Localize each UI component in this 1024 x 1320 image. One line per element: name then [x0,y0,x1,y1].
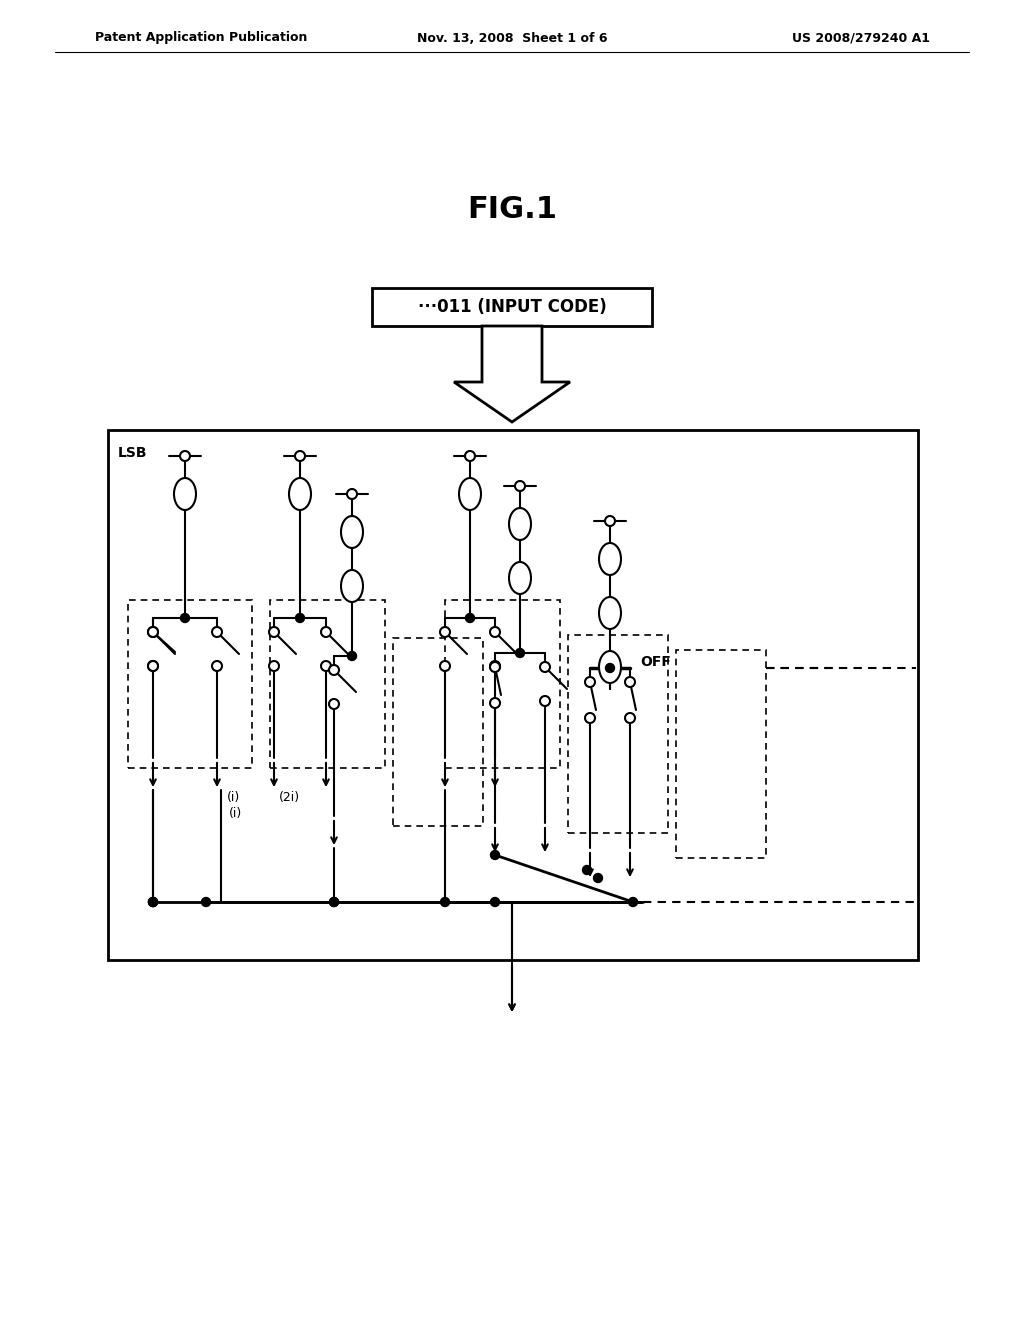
Circle shape [605,664,614,672]
Circle shape [329,700,339,709]
Text: LSB: LSB [118,446,147,459]
Circle shape [180,614,189,623]
Circle shape [540,663,550,672]
Text: (2i): (2i) [279,792,300,804]
Text: Patent Application Publication: Patent Application Publication [95,32,307,45]
Circle shape [490,698,500,708]
Circle shape [594,874,602,883]
Ellipse shape [599,543,621,576]
Circle shape [180,451,190,461]
Circle shape [583,866,592,874]
Circle shape [212,661,222,671]
Circle shape [148,661,158,671]
Circle shape [148,898,158,907]
Bar [445,601,560,768]
Circle shape [330,898,339,907]
Ellipse shape [599,651,621,682]
Ellipse shape [289,478,311,510]
Circle shape [321,627,331,638]
Ellipse shape [509,562,531,594]
Circle shape [629,898,638,907]
Text: Nov. 13, 2008  Sheet 1 of 6: Nov. 13, 2008 Sheet 1 of 6 [417,32,607,45]
Circle shape [148,627,158,638]
Circle shape [347,652,356,660]
Circle shape [148,898,158,907]
Circle shape [490,627,500,638]
Bar [372,288,652,326]
Bar [128,601,252,768]
Bar [270,601,385,768]
Bar [568,635,668,833]
Text: ···011 (INPUT CODE): ···011 (INPUT CODE) [418,298,606,315]
Polygon shape [454,326,570,422]
Circle shape [605,516,615,525]
Circle shape [515,480,525,491]
Ellipse shape [599,597,621,630]
Circle shape [148,661,158,671]
Circle shape [269,627,279,638]
Circle shape [625,677,635,686]
Bar [676,649,766,858]
Circle shape [440,898,450,907]
Circle shape [515,648,524,657]
Circle shape [269,661,279,671]
Ellipse shape [174,478,196,510]
Circle shape [202,898,211,907]
Text: (i): (i) [229,807,243,820]
Circle shape [212,627,222,638]
Text: OFF: OFF [640,655,671,669]
Circle shape [296,614,304,623]
Circle shape [466,614,474,623]
Circle shape [465,451,475,461]
Circle shape [625,713,635,723]
Circle shape [148,627,158,638]
Text: FIG.1: FIG.1 [467,195,557,224]
Circle shape [330,898,339,907]
Circle shape [540,696,550,706]
Circle shape [148,898,158,907]
Circle shape [490,661,500,671]
Ellipse shape [459,478,481,510]
Circle shape [295,451,305,461]
Circle shape [347,488,357,499]
Circle shape [329,665,339,675]
Circle shape [490,898,500,907]
Text: (i): (i) [227,792,241,804]
Ellipse shape [341,516,362,548]
Ellipse shape [341,570,362,602]
Ellipse shape [509,508,531,540]
Text: US 2008/279240 A1: US 2008/279240 A1 [792,32,930,45]
Bar [108,430,918,960]
Circle shape [490,663,500,672]
Circle shape [585,713,595,723]
Bar [393,638,483,826]
Circle shape [440,627,450,638]
Circle shape [321,661,331,671]
Circle shape [440,661,450,671]
Circle shape [585,677,595,686]
Circle shape [490,850,500,859]
